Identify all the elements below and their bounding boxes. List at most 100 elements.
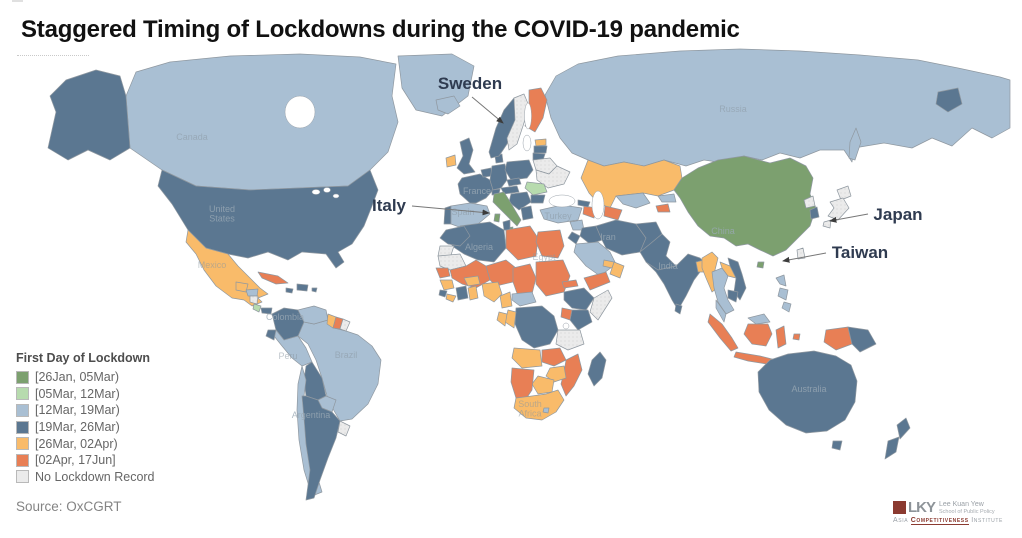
region-hokkaido[interactable] [836, 185, 852, 201]
region-tajikistan[interactable] [655, 203, 671, 213]
region-honshu[interactable] [827, 197, 850, 221]
region-uzbekistan[interactable] [615, 192, 651, 209]
region-puertorico[interactable] [311, 287, 318, 293]
region-philippines1[interactable] [775, 274, 787, 287]
region-romania[interactable] [524, 181, 548, 196]
region-zimbabwe[interactable] [545, 365, 567, 383]
region-chad[interactable] [512, 263, 537, 297]
region-laos[interactable] [719, 261, 737, 279]
region-kenya[interactable] [569, 309, 593, 331]
region-chukotka[interactable] [935, 87, 963, 113]
region-latvia[interactable] [533, 145, 548, 154]
region-greece[interactable] [520, 205, 534, 221]
legend-item-cat7[interactable]: No Lockdown Record [16, 469, 155, 486]
region-peru[interactable] [273, 329, 313, 367]
region-czechia[interactable] [506, 177, 522, 187]
region-iceland[interactable] [435, 95, 461, 115]
region-southafrica[interactable] [513, 389, 565, 421]
region-panama[interactable] [260, 307, 273, 315]
region-nz_north[interactable] [896, 417, 911, 440]
region-sumatra[interactable] [707, 313, 739, 352]
region-china[interactable] [673, 155, 817, 257]
region-kyushu[interactable] [822, 219, 832, 229]
region-bulgaria[interactable] [530, 194, 546, 204]
region-ireland[interactable] [445, 154, 457, 168]
region-moluccas[interactable] [792, 333, 801, 341]
region-jordan[interactable] [567, 231, 581, 245]
region-costarica[interactable] [252, 303, 262, 313]
region-guinea[interactable] [439, 279, 455, 291]
region-poland[interactable] [504, 159, 534, 181]
region-madagascar[interactable] [587, 351, 607, 387]
region-canada[interactable] [125, 53, 399, 191]
region-eritrea[interactable] [561, 279, 579, 289]
region-uganda[interactable] [560, 307, 573, 321]
region-sierraleone[interactable] [438, 289, 448, 298]
legend-item-cat3[interactable]: [12Mar, 19Mar) [16, 402, 155, 419]
region-ethiopia[interactable] [563, 287, 595, 311]
region-india[interactable] [645, 253, 707, 311]
region-malaysia_borneo[interactable] [747, 313, 771, 325]
region-yemen[interactable] [583, 271, 611, 291]
region-nicaragua[interactable] [249, 295, 259, 305]
region-srilanka[interactable] [674, 303, 683, 315]
region-sudan[interactable] [535, 259, 571, 297]
region-hispaniola[interactable] [296, 283, 309, 292]
region-germany[interactable] [489, 163, 508, 191]
region-tunisia[interactable] [502, 219, 511, 231]
region-png[interactable] [847, 326, 877, 353]
region-sakhalin[interactable] [848, 127, 862, 161]
region-taiwan[interactable] [796, 247, 806, 260]
region-honduras[interactable] [245, 288, 259, 297]
region-sweden[interactable] [506, 93, 530, 151]
region-lesotho[interactable] [542, 407, 550, 414]
legend-item-cat6[interactable]: [02Apr, 17Jun] [16, 452, 155, 469]
region-uk[interactable] [456, 137, 476, 175]
region-southkorea[interactable] [809, 206, 820, 220]
region-somalia[interactable] [589, 289, 613, 321]
region-cameroon[interactable] [499, 291, 513, 309]
region-nz_south[interactable] [884, 436, 900, 460]
region-malaysia[interactable] [715, 299, 727, 323]
region-estonia[interactable] [534, 138, 547, 147]
region-alaska[interactable] [47, 69, 131, 161]
region-ghana[interactable] [467, 285, 479, 301]
region-guatemala[interactable] [235, 281, 249, 293]
region-kyrgyzstan[interactable] [657, 193, 677, 203]
region-philippines3[interactable] [781, 301, 792, 313]
region-ecuador[interactable] [265, 329, 277, 341]
legend-item-cat1[interactable]: [26Jan, 05Mar) [16, 369, 155, 386]
region-sardinia[interactable] [493, 213, 501, 223]
region-ukraine[interactable] [535, 165, 571, 189]
region-libya[interactable] [505, 225, 539, 261]
region-uruguay[interactable] [337, 420, 351, 437]
region-georgia[interactable] [577, 199, 591, 208]
region-hainan[interactable] [756, 261, 765, 269]
region-spain[interactable] [450, 202, 491, 229]
region-saudi[interactable] [573, 241, 617, 277]
region-oman[interactable] [609, 261, 625, 279]
region-cambodia[interactable] [727, 289, 739, 303]
region-westpapua[interactable] [823, 326, 853, 351]
region-argentina[interactable] [301, 395, 341, 501]
region-egypt[interactable] [535, 229, 565, 259]
region-liberia[interactable] [445, 293, 457, 303]
legend-item-cat4[interactable]: [19Mar, 26Mar) [16, 419, 155, 436]
region-vietnam[interactable] [727, 257, 747, 301]
region-drc[interactable] [514, 305, 559, 349]
region-jamaica[interactable] [285, 287, 294, 294]
region-senegal[interactable] [435, 267, 451, 279]
region-gabon[interactable] [496, 311, 508, 327]
region-kalimantan[interactable] [743, 323, 773, 347]
region-niger[interactable] [485, 259, 517, 287]
region-sulawesi[interactable] [775, 325, 787, 349]
region-northkorea[interactable] [803, 195, 816, 209]
region-frguiana[interactable] [339, 318, 351, 332]
region-car[interactable] [511, 291, 537, 307]
region-turkmenistan[interactable] [603, 205, 623, 221]
region-zambia[interactable] [541, 347, 567, 367]
region-tanzania[interactable] [555, 329, 585, 351]
region-ivorycoast[interactable] [455, 285, 469, 301]
region-morocco[interactable] [439, 225, 471, 247]
region-tasmania[interactable] [831, 440, 843, 451]
